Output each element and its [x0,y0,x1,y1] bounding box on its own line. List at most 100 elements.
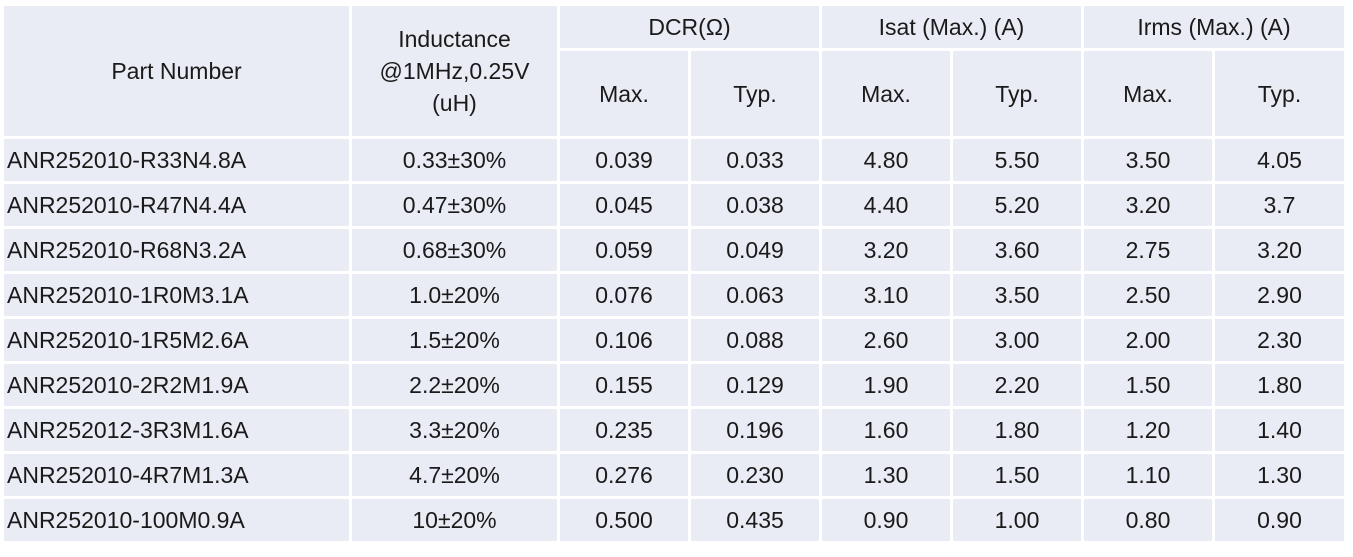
cell-inductance: 10±20% [352,499,557,541]
cell-dcr-typ: 0.038 [691,184,819,226]
cell-inductance: 1.0±20% [352,274,557,316]
cell-irms-max: 1.50 [1084,364,1212,406]
header-inductance-line-1: Inductance [398,26,511,52]
cell-inductance: 4.7±20% [352,454,557,496]
cell-dcr-typ: 0.129 [691,364,819,406]
cell-irms-max: 3.50 [1084,139,1212,181]
header-inductance-line-2: @1MHz,0.25V [379,58,530,84]
table-row: ANR252010-100M0.9A 10±20% 0.500 0.435 0.90 1.… [4,499,1344,541]
cell-isat-max: 1.30 [822,454,950,496]
table-row: ANR252010-2R2M1.9A 2.2±20% 0.155 0.129 1.90 2… [4,364,1344,406]
header-isat-max: Max. [822,51,950,136]
table-row: ANR252010-4R7M1.3A 4.7±20% 0.276 0.230 1.30 1… [4,454,1344,496]
cell-inductance: 0.47±30% [352,184,557,226]
cell-inductance: 0.68±30% [352,229,557,271]
cell-dcr-max: 0.500 [560,499,688,541]
cell-irms-typ: 3.20 [1215,229,1344,271]
cell-dcr-typ: 0.196 [691,409,819,451]
header-irms: Irms (Max.) (A) [1084,6,1344,48]
cell-irms-typ: 1.80 [1215,364,1344,406]
cell-dcr-typ: 0.435 [691,499,819,541]
cell-inductance: 1.5±20% [352,319,557,361]
cell-irms-max: 2.00 [1084,319,1212,361]
cell-isat-typ: 5.50 [953,139,1081,181]
header-isat-typ: Typ. [953,51,1081,136]
cell-isat-typ: 5.20 [953,184,1081,226]
cell-part-number: ANR252010-R33N4.8A [4,139,349,181]
cell-irms-typ: 2.30 [1215,319,1344,361]
cell-irms-max: 2.75 [1084,229,1212,271]
cell-irms-typ: 0.90 [1215,499,1344,541]
header-isat: Isat (Max.) (A) [822,6,1081,48]
cell-dcr-typ: 0.033 [691,139,819,181]
cell-inductance: 3.3±20% [352,409,557,451]
cell-dcr-max: 0.276 [560,454,688,496]
cell-part-number: ANR252012-3R3M1.6A [4,409,349,451]
cell-part-number: ANR252010-100M0.9A [4,499,349,541]
cell-dcr-max: 0.039 [560,139,688,181]
cell-isat-max: 4.40 [822,184,950,226]
table-row: ANR252010-R33N4.8A 0.33±30% 0.039 0.033 4.80… [4,139,1344,181]
header-part-number: Part Number [4,6,349,136]
cell-isat-max: 3.20 [822,229,950,271]
cell-part-number: ANR252010-1R5M2.6A [4,319,349,361]
cell-irms-max: 1.20 [1084,409,1212,451]
cell-dcr-max: 0.155 [560,364,688,406]
cell-isat-typ: 3.00 [953,319,1081,361]
table-row: ANR252012-3R3M1.6A 3.3±20% 0.235 0.196 1.60 1… [4,409,1344,451]
cell-irms-typ: 2.90 [1215,274,1344,316]
cell-inductance: 0.33±30% [352,139,557,181]
cell-irms-typ: 4.05 [1215,139,1344,181]
cell-isat-max: 1.60 [822,409,950,451]
cell-isat-max: 3.10 [822,274,950,316]
cell-irms-max: 1.10 [1084,454,1212,496]
cell-dcr-max: 0.045 [560,184,688,226]
cell-part-number: ANR252010-1R0M3.1A [4,274,349,316]
cell-isat-typ: 1.50 [953,454,1081,496]
table-row: ANR252010-1R5M2.6A 1.5±20% 0.106 0.088 2.60 3… [4,319,1344,361]
cell-isat-max: 0.90 [822,499,950,541]
cell-isat-typ: 3.60 [953,229,1081,271]
cell-dcr-max: 0.106 [560,319,688,361]
cell-dcr-typ: 0.230 [691,454,819,496]
cell-isat-max: 2.60 [822,319,950,361]
header-dcr: DCR(Ω) [560,6,819,48]
cell-dcr-typ: 0.063 [691,274,819,316]
cell-irms-typ: 3.7 [1215,184,1344,226]
cell-inductance: 2.2±20% [352,364,557,406]
cell-part-number: ANR252010-2R2M1.9A [4,364,349,406]
cell-irms-max: 0.80 [1084,499,1212,541]
header-row-groups: Part Number Inductance @1MHz,0.25V (uH) … [4,6,1344,136]
cell-dcr-typ: 0.088 [691,319,819,361]
table-body: ANR252010-R33N4.8A 0.33±30% 0.039 0.033 4.80… [4,139,1344,541]
header-dcr-max: Max. [560,51,688,136]
header-inductance-line-3: (uH) [432,90,477,116]
cell-dcr-typ: 0.049 [691,229,819,271]
header-irms-max: Max. [1084,51,1212,136]
cell-dcr-max: 0.076 [560,274,688,316]
header-dcr-typ: Typ. [691,51,819,136]
cell-isat-typ: 3.50 [953,274,1081,316]
cell-part-number: ANR252010-R68N3.2A [4,229,349,271]
cell-isat-max: 1.90 [822,364,950,406]
cell-part-number: ANR252010-R47N4.4A [4,184,349,226]
table-row: ANR252010-1R0M3.1A 1.0±20% 0.076 0.063 3.10 3… [4,274,1344,316]
cell-isat-typ: 1.80 [953,409,1081,451]
cell-irms-typ: 1.30 [1215,454,1344,496]
cell-dcr-max: 0.235 [560,409,688,451]
cell-part-number: ANR252010-4R7M1.3A [4,454,349,496]
cell-irms-max: 3.20 [1084,184,1212,226]
table-row: ANR252010-R47N4.4A 0.47±30% 0.045 0.038 4.40… [4,184,1344,226]
cell-irms-typ: 1.40 [1215,409,1344,451]
cell-isat-typ: 2.20 [953,364,1081,406]
cell-isat-typ: 1.00 [953,499,1081,541]
table-row: ANR252010-R68N3.2A 0.68±30% 0.059 0.049 3.20… [4,229,1344,271]
table-header: Part Number Inductance @1MHz,0.25V (uH) … [4,6,1344,136]
header-row-subcolumns: Max. Typ. Max. Typ. Max. Typ. [4,51,1344,136]
cell-dcr-max: 0.059 [560,229,688,271]
cell-isat-max: 4.80 [822,139,950,181]
inductor-spec-table: Part Number Inductance @1MHz,0.25V (uH) … [1,3,1347,544]
header-irms-typ: Typ. [1215,51,1344,136]
cell-irms-max: 2.50 [1084,274,1212,316]
header-inductance: Inductance @1MHz,0.25V (uH) [352,6,557,136]
